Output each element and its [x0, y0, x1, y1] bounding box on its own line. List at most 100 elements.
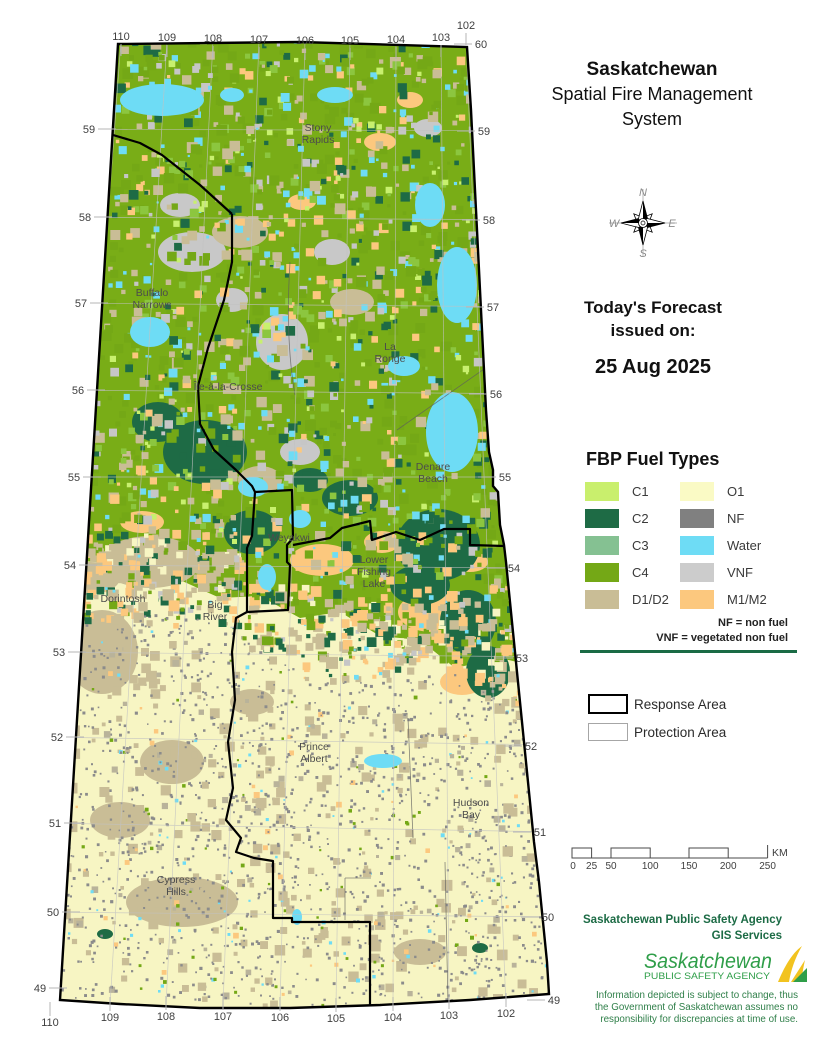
svg-text:54: 54 [508, 563, 520, 575]
protection-area-boundaries [288, 261, 488, 1005]
legend-item-o1: O1 [680, 482, 767, 501]
legend-item-c4: C4 [585, 563, 669, 582]
svg-text:59: 59 [478, 126, 490, 138]
svg-text:58: 58 [483, 215, 495, 227]
legend-column-1: C1 C2 C3 C4 D1/D2 [585, 482, 669, 617]
svg-text:104: 104 [387, 34, 405, 46]
map-title-line2: Spatial Fire Management [551, 84, 753, 104]
svg-text:105: 105 [341, 35, 359, 47]
compass-e-label: E [668, 218, 676, 230]
svg-text:Dorintosh: Dorintosh [101, 593, 146, 605]
legend-label-o1: O1 [727, 484, 745, 499]
svg-text:105: 105 [327, 1013, 345, 1025]
legend-swatch-c2 [585, 509, 619, 528]
forecast-heading-line2: issued on: [610, 321, 696, 340]
legend-swatch-nf [680, 509, 714, 528]
svg-text:56: 56 [490, 389, 502, 401]
legend-label-water: Water [727, 538, 762, 553]
compass-s-label: S [639, 248, 647, 260]
svg-text:52: 52 [525, 741, 537, 753]
svg-text:50: 50 [605, 861, 617, 872]
legend-swatch-c1 [585, 482, 619, 501]
logo-sheaf-icon [778, 946, 807, 982]
province-outline [58, 40, 551, 1010]
svg-text:106: 106 [271, 1012, 289, 1024]
svg-text:110: 110 [112, 31, 130, 43]
svg-text:103: 103 [440, 1010, 458, 1022]
svg-text:150: 150 [681, 861, 698, 872]
response-area-boundaries [112, 133, 505, 1006]
svg-text:57: 57 [75, 298, 87, 310]
legend-label-c2: C2 [632, 511, 649, 526]
svg-text:108: 108 [204, 33, 222, 45]
legend-item-c3: C3 [585, 536, 669, 555]
legend-item-nf: NF [680, 509, 767, 528]
agency-logo: Saskatchewan PUBLIC SAFETY AGENCY [644, 946, 807, 982]
svg-text:102: 102 [457, 20, 475, 32]
svg-text:110: 110 [41, 1017, 59, 1029]
legend-note-nf: NF = non fuel [718, 617, 788, 629]
compass-w-label: W [609, 218, 621, 230]
legend-swatch-c4 [585, 563, 619, 582]
protection-area-symbol [588, 723, 628, 741]
legend-label-d1d2: D1/D2 [632, 592, 669, 607]
svg-text:49: 49 [34, 983, 46, 995]
legend-item-c2: C2 [585, 509, 669, 528]
place-labels: Stony Rapids Buffalo Narrows Île-à-la-Crosse… [101, 122, 490, 898]
svg-text:103: 103 [432, 32, 450, 44]
svg-text:59: 59 [83, 124, 95, 136]
forecast-block: Today's Forecast issued on: 25 Aug 2025 [540, 296, 766, 379]
divider-line [580, 650, 797, 653]
coordinate-labels: 110 109 108 107 106 105 104 103 102 110 109 108 107 1… [34, 20, 560, 1029]
legend-swatch-d1d2 [585, 590, 619, 609]
svg-text:60: 60 [475, 39, 487, 51]
svg-text:55: 55 [499, 472, 511, 484]
compass-n-label: N [639, 187, 647, 199]
svg-text:58: 58 [79, 212, 91, 224]
svg-text:50: 50 [47, 907, 59, 919]
svg-text:200: 200 [720, 861, 737, 872]
disclaimer-line3: responsibility for discrepancies at time… [600, 1013, 798, 1025]
legend-swatch-c3 [585, 536, 619, 555]
svg-text:53: 53 [53, 647, 65, 659]
credits-gis: GIS Services [711, 930, 782, 942]
legend-item-c1: C1 [585, 482, 669, 501]
svg-text:52: 52 [51, 732, 63, 744]
svg-text:53: 53 [516, 653, 528, 665]
svg-text:109: 109 [101, 1012, 119, 1024]
svg-text:50: 50 [542, 912, 554, 924]
svg-text:57: 57 [487, 302, 499, 314]
legend-label-m1m2: M1/M2 [727, 592, 767, 607]
svg-text:104: 104 [384, 1012, 402, 1024]
svg-text:Île-à-la-Crosse: Île-à-la-Crosse [193, 380, 263, 393]
legend-item-vnf: VNF [680, 563, 767, 582]
svg-text:107: 107 [214, 1011, 232, 1023]
legend-label-c3: C3 [632, 538, 649, 553]
disclaimer-text: Information depicted is subject to chang… [566, 990, 798, 1025]
legend-column-2: O1 NF Water VNF M1/M2 [680, 482, 767, 617]
legend-swatch-o1 [680, 482, 714, 501]
svg-text:109: 109 [158, 32, 176, 44]
legend-note-vnf: VNF = vegetated non fuel [656, 632, 788, 644]
legend-heading: FBP Fuel Types [586, 449, 720, 469]
legend-item-m1m2: M1/M2 [680, 590, 767, 609]
svg-text:54: 54 [64, 560, 76, 572]
legend-swatch-m1m2 [680, 590, 714, 609]
legend-item-water: Water [680, 536, 767, 555]
svg-text:250: 250 [759, 861, 776, 872]
credits-block: Saskatchewan Public Safety Agency GIS Se… [530, 912, 782, 944]
legend-notes: NF = non fuel VNF = vegetated non fuel [560, 616, 788, 646]
legend-swatch-water [680, 536, 714, 555]
credits-agency: Saskatchewan Public Safety Agency [583, 914, 782, 926]
svg-text:55: 55 [68, 472, 80, 484]
svg-text:108: 108 [157, 1011, 175, 1023]
logo-tagline: PUBLIC SAFETY AGENCY [644, 971, 770, 981]
